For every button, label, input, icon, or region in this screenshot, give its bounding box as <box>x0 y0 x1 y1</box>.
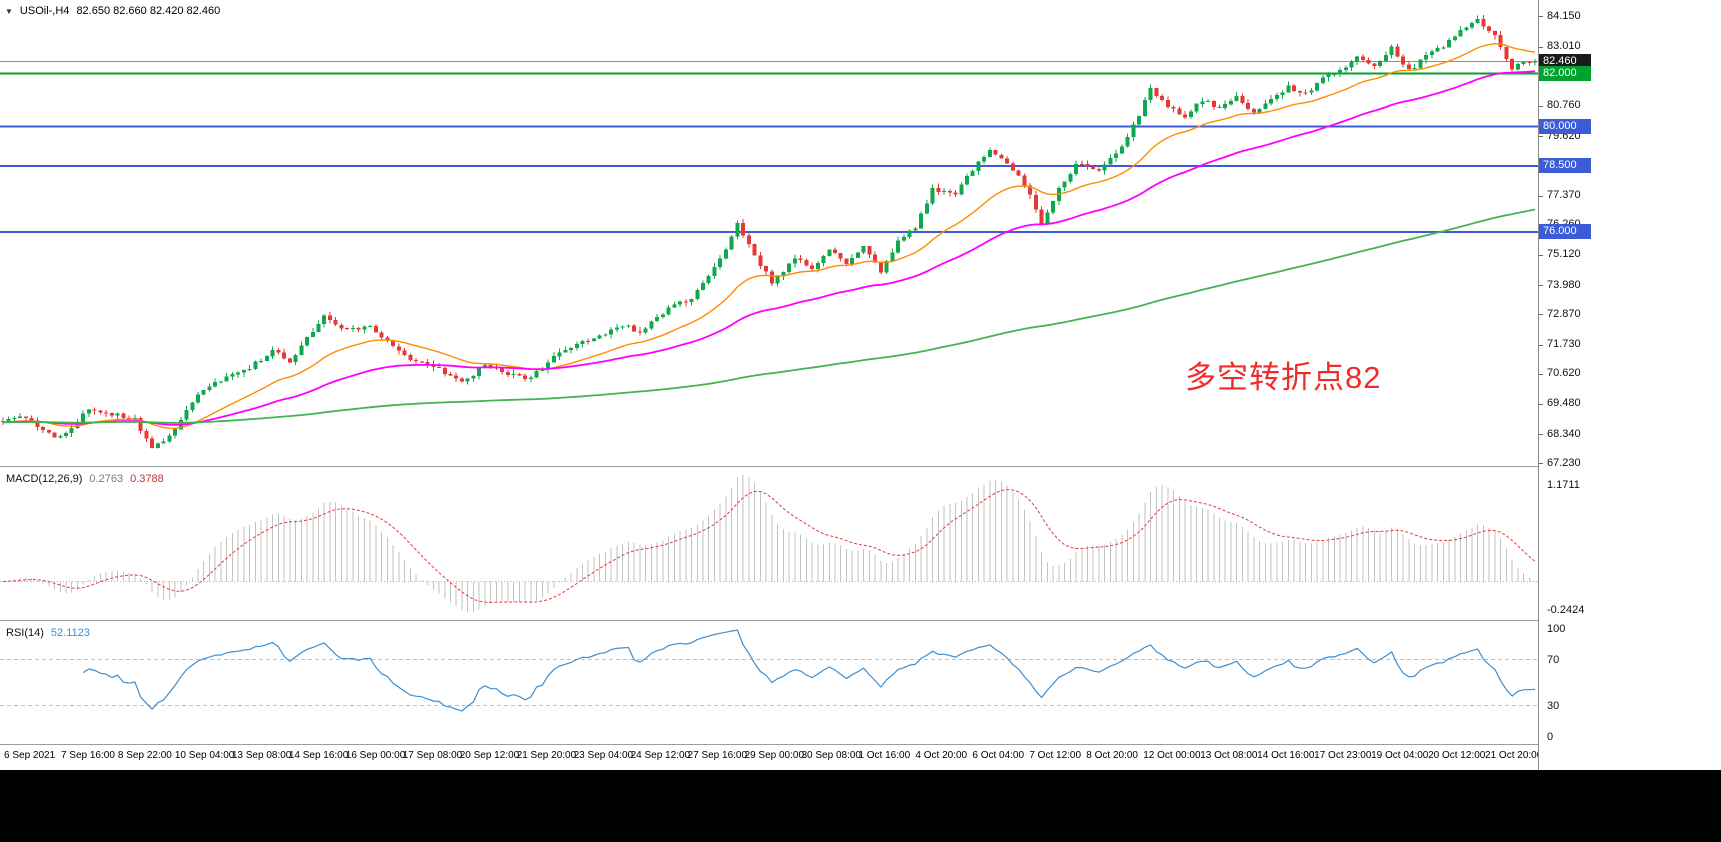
time-axis-label: 7 Sep 16:00 <box>60 750 115 761</box>
price-badge: 82.000 <box>1539 65 1591 81</box>
macd-axis-label: 1.1711 <box>1547 479 1580 491</box>
time-axis-label: 12 Oct 00:00 <box>1143 750 1201 761</box>
macd-signal-line <box>2 488 1536 603</box>
chart-annotation-text: 多空转折点82 <box>1185 360 1382 395</box>
time-axis-label: 6 Sep 2021 <box>4 750 56 761</box>
time-axis-label: 4 Oct 20:00 <box>915 750 968 761</box>
rsi-label-row: RSI(14) 52.1123 <box>6 627 90 639</box>
rsi-line <box>82 629 1536 712</box>
panel-separator <box>0 744 1721 745</box>
bottom-bar <box>0 770 1721 842</box>
panel-separator[interactable] <box>0 620 1721 621</box>
time-axis-label: 17 Oct 23:00 <box>1314 750 1372 761</box>
price-axis-label: 77.370 <box>1547 189 1581 202</box>
time-axis-label: 6 Oct 04:00 <box>972 750 1025 761</box>
macd-signal-value: 0.3788 <box>130 473 164 485</box>
rsi-value: 52.1123 <box>50 627 90 639</box>
rsi-axis-label: 70 <box>1547 653 1560 666</box>
price-tick-mark <box>1539 105 1543 107</box>
price-tick-mark <box>1539 285 1543 287</box>
time-axis-label: 20 Sep 12:00 <box>459 750 520 761</box>
price-tick-mark <box>1539 403 1543 405</box>
price-axis-label: 70.620 <box>1547 367 1581 380</box>
time-axis-label: 14 Sep 16:00 <box>288 750 349 761</box>
price-tick-mark <box>1539 136 1543 138</box>
price-axis-label: 75.120 <box>1547 248 1581 261</box>
time-axis-label: 24 Sep 12:00 <box>630 750 691 761</box>
ma-mid-line[interactable] <box>2 70 1536 426</box>
price-badge: 76.000 <box>1539 224 1591 240</box>
time-axis-label: 29 Sep 00:00 <box>744 750 805 761</box>
time-axis-label: 16 Sep 00:00 <box>345 750 406 761</box>
price-axis-label: 73.980 <box>1547 278 1581 291</box>
rsi-axis-label: 30 <box>1547 699 1560 712</box>
price-axis-label: 80.760 <box>1547 99 1581 112</box>
price-tick-mark <box>1539 314 1543 316</box>
price-axis[interactable]: 84.15083.01080.76079.62077.37076.26075.1… <box>1538 0 1721 770</box>
rsi-indicator-panel[interactable] <box>0 621 1538 744</box>
time-axis-label: 21 Oct 20:00 <box>1485 750 1543 761</box>
time-axis-label: 17 Sep 08:00 <box>402 750 463 761</box>
rsi-axis-label: 100 <box>1547 623 1566 635</box>
macd-label-row: MACD(12,26,9) 0.2763 0.3788 <box>6 473 164 485</box>
time-axis[interactable]: 6 Sep 2021 7 Sep 16:00 8 Sep 22:00 10 Sep 0… <box>0 745 1542 770</box>
rsi-axis-label: 0 <box>1547 731 1554 743</box>
time-axis-label: 8 Oct 20:00 <box>1086 750 1138 761</box>
time-axis-label: 14 Oct 16:00 <box>1257 750 1315 761</box>
price-tick-mark <box>1539 195 1543 197</box>
price-badge: 80.000 <box>1539 118 1591 134</box>
macd-axis-label: -0.2424 <box>1547 604 1585 616</box>
price-tick-mark <box>1539 463 1543 465</box>
main-price-chart[interactable] <box>0 0 1538 466</box>
time-axis-label: 21 Sep 20:00 <box>516 750 577 761</box>
price-axis-label: 72.870 <box>1547 307 1581 320</box>
time-axis-label: 13 Oct 08:00 <box>1200 750 1258 761</box>
price-badge: 78.500 <box>1539 158 1591 174</box>
chart-header: ▼ USOil-,H4 82.650 82.660 82.420 82.460 <box>5 5 220 17</box>
price-tick-mark <box>1539 46 1543 48</box>
macd-label: MACD(12,26,9) <box>6 473 83 485</box>
time-axis-label: 8 Sep 22:00 <box>117 750 172 761</box>
time-axis-label: 30 Sep 08:00 <box>801 750 861 761</box>
macd-main-value: 0.2763 <box>89 473 124 485</box>
time-axis-label: 27 Sep 16:00 <box>687 750 748 761</box>
moving-average-lines <box>2 42 1536 430</box>
price-tick-mark <box>1539 373 1543 375</box>
price-axis-label: 83.010 <box>1547 40 1581 53</box>
price-tick-mark <box>1539 254 1543 256</box>
ma-slow-line[interactable] <box>2 208 1536 424</box>
price-axis-label: 68.340 <box>1547 427 1581 440</box>
price-axis-label: 67.230 <box>1547 456 1581 469</box>
ohlc-values: 82.650 82.660 82.420 82.460 <box>76 5 221 17</box>
panel-separator[interactable] <box>0 466 1721 467</box>
time-axis-label: 23 Sep 04:00 <box>573 750 634 761</box>
rsi-label: RSI(14) <box>6 627 44 639</box>
macd-indicator-panel[interactable] <box>0 467 1538 620</box>
time-axis-label: 7 Oct 12:00 <box>1029 750 1082 761</box>
time-axis-label: 1 Oct 16:00 <box>858 750 911 761</box>
macd-histogram <box>2 475 1536 612</box>
price-tick-mark <box>1539 16 1543 18</box>
price-badge: 82.460 <box>1539 53 1591 69</box>
price-level-lines <box>0 61 1538 234</box>
time-axis-label: 20 Oct 12:00 <box>1428 750 1486 761</box>
price-axis-label: 71.730 <box>1547 338 1581 350</box>
price-tick-mark <box>1539 344 1543 346</box>
time-axis-label: 13 Sep 08:00 <box>231 750 292 761</box>
time-axis-label: 10 Sep 04:00 <box>174 750 235 761</box>
price-axis-label: 84.150 <box>1547 9 1581 22</box>
time-axis-label: 19 Oct 04:00 <box>1371 750 1429 761</box>
symbol-title: USOil-,H4 <box>19 5 70 17</box>
price-axis-label: 69.480 <box>1547 397 1581 410</box>
ma-fast-line[interactable] <box>2 42 1536 430</box>
price-tick-mark <box>1539 434 1543 436</box>
collapse-arrow-icon[interactable]: ▼ <box>5 6 13 16</box>
